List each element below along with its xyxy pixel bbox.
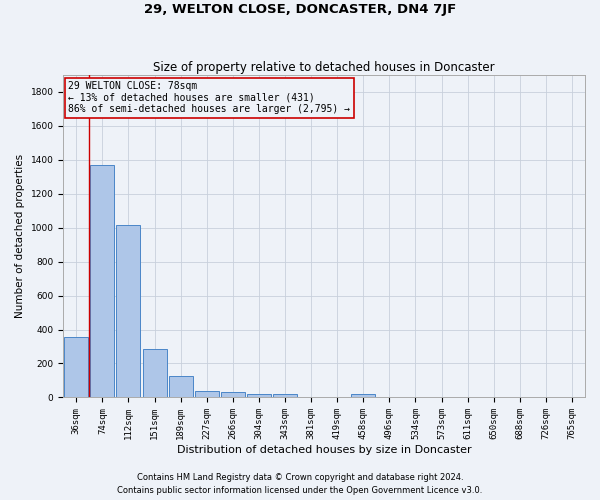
Bar — [351, 394, 375, 398]
Bar — [143, 349, 167, 398]
Text: Contains HM Land Registry data © Crown copyright and database right 2024.
Contai: Contains HM Land Registry data © Crown c… — [118, 474, 482, 495]
X-axis label: Distribution of detached houses by size in Doncaster: Distribution of detached houses by size … — [177, 445, 472, 455]
Text: 29 WELTON CLOSE: 78sqm
← 13% of detached houses are smaller (431)
86% of semi-de: 29 WELTON CLOSE: 78sqm ← 13% of detached… — [68, 81, 350, 114]
Bar — [169, 376, 193, 398]
Bar — [64, 337, 88, 398]
Y-axis label: Number of detached properties: Number of detached properties — [15, 154, 25, 318]
Bar — [273, 394, 297, 398]
Bar — [247, 394, 271, 398]
Text: 29, WELTON CLOSE, DONCASTER, DN4 7JF: 29, WELTON CLOSE, DONCASTER, DN4 7JF — [144, 2, 456, 16]
Title: Size of property relative to detached houses in Doncaster: Size of property relative to detached ho… — [154, 60, 495, 74]
Bar — [221, 392, 245, 398]
Bar — [91, 164, 115, 398]
Bar — [195, 390, 219, 398]
Bar — [116, 225, 140, 398]
